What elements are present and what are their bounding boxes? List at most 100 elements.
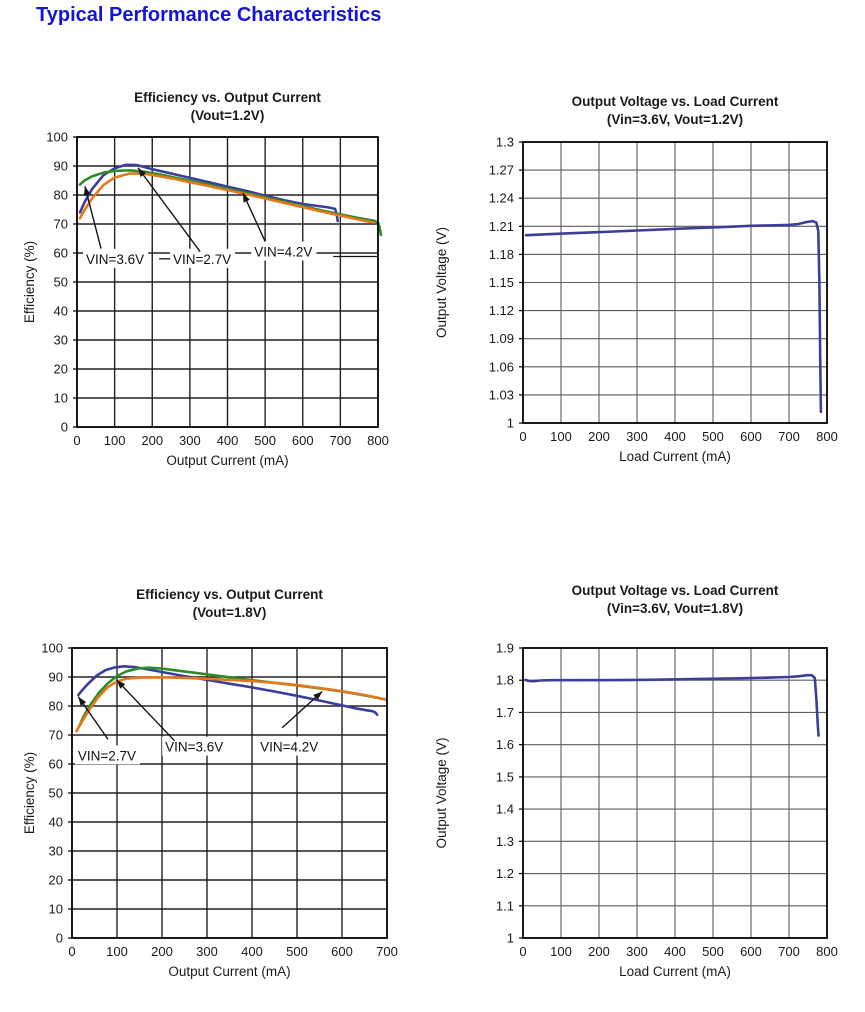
svg-text:20: 20 [54, 362, 68, 377]
svg-text:1.1: 1.1 [496, 898, 514, 913]
svg-text:200: 200 [141, 433, 163, 448]
svg-text:40: 40 [54, 304, 68, 319]
svg-text:1.24: 1.24 [489, 191, 514, 206]
svg-text:600: 600 [740, 429, 762, 444]
svg-text:1.12: 1.12 [489, 303, 514, 318]
svg-text:Efficiency vs. Output Current: Efficiency vs. Output Current [136, 587, 323, 602]
svg-text:1: 1 [507, 931, 514, 946]
svg-text:90: 90 [54, 159, 68, 174]
svg-text:1.4: 1.4 [496, 802, 514, 817]
svg-text:10: 10 [54, 391, 68, 406]
svg-text:Output Voltage vs. Load Curren: Output Voltage vs. Load Current [572, 583, 779, 598]
svg-text:500: 500 [254, 433, 276, 448]
svg-text:0: 0 [68, 944, 75, 959]
svg-text:Load Current (mA): Load Current (mA) [619, 964, 731, 979]
svg-text:1.8: 1.8 [496, 673, 514, 688]
svg-text:0: 0 [73, 433, 80, 448]
svg-text:(Vout=1.2V): (Vout=1.2V) [191, 108, 265, 123]
svg-text:(Vout=1.8V): (Vout=1.8V) [193, 605, 267, 620]
svg-text:1.06: 1.06 [489, 359, 514, 374]
svg-text:500: 500 [702, 429, 724, 444]
svg-text:300: 300 [196, 944, 218, 959]
svg-text:100: 100 [106, 944, 128, 959]
svg-text:500: 500 [702, 944, 724, 959]
svg-text:1.15: 1.15 [489, 275, 514, 290]
svg-text:(Vin=3.6V, Vout=1.8V): (Vin=3.6V, Vout=1.8V) [607, 601, 743, 616]
svg-text:700: 700 [778, 944, 800, 959]
svg-text:500: 500 [286, 944, 308, 959]
svg-text:400: 400 [664, 429, 686, 444]
svg-text:VIN=2.7V: VIN=2.7V [173, 252, 231, 267]
svg-text:Load Current (mA): Load Current (mA) [619, 449, 731, 464]
svg-text:700: 700 [778, 429, 800, 444]
svg-text:70: 70 [54, 217, 68, 232]
svg-text:1.2: 1.2 [496, 866, 514, 881]
svg-text:80: 80 [54, 188, 68, 203]
svg-text:80: 80 [49, 699, 63, 714]
svg-text:0: 0 [61, 420, 68, 435]
chart-output-voltage-vout-1v8: 1.9 1.8 1.7 1.6 1.5 1.4 1.3 1.2 1.1 1 0 100 200 300 40… [430, 580, 865, 1012]
svg-text:700: 700 [376, 944, 398, 959]
svg-text:800: 800 [367, 433, 389, 448]
svg-text:0: 0 [519, 429, 526, 444]
svg-text:300: 300 [626, 429, 648, 444]
svg-text:0: 0 [56, 931, 63, 946]
svg-text:Efficiency (%): Efficiency (%) [22, 241, 37, 323]
svg-text:VIN=4.2V: VIN=4.2V [260, 740, 318, 755]
svg-text:600: 600 [740, 944, 762, 959]
svg-text:600: 600 [292, 433, 314, 448]
chart-efficiency-vout-1v8: VIN=2.7V VIN=3.6V VIN=4.2V 100 90 80 70 60 50 40 3… [0, 580, 430, 1012]
svg-text:1.09: 1.09 [489, 331, 514, 346]
svg-text:30: 30 [49, 844, 63, 859]
svg-text:30: 30 [54, 333, 68, 348]
svg-text:50: 50 [54, 275, 68, 290]
svg-text:Efficiency (%): Efficiency (%) [22, 752, 37, 834]
svg-text:1.6: 1.6 [496, 737, 514, 752]
svg-text:1.18: 1.18 [489, 247, 514, 262]
svg-text:400: 400 [241, 944, 263, 959]
svg-text:100: 100 [46, 130, 68, 145]
svg-text:100: 100 [104, 433, 126, 448]
svg-text:100: 100 [41, 641, 63, 656]
chart-output-voltage-vout-1v2: 1.3 1.27 1.24 1.21 1.18 1.15 1.12 1.09 1.06 1.03 1… [430, 80, 865, 510]
svg-text:0: 0 [519, 944, 526, 959]
chart-efficiency-vout-1v2-svg: VIN=3.6V VIN=2.7V VIN=4.2V1009080706050403… [22, 90, 389, 468]
svg-text:Efficiency vs. Output Current: Efficiency vs. Output Current [134, 90, 321, 105]
svg-text:Output Voltage vs. Load Curren: Output Voltage vs. Load Current [572, 94, 779, 109]
svg-text:1.03: 1.03 [489, 387, 514, 402]
svg-text:600: 600 [331, 944, 353, 959]
svg-text:(Vin=3.6V, Vout=1.2V): (Vin=3.6V, Vout=1.2V) [607, 112, 743, 127]
page-title: Typical Performance Characteristics [36, 4, 382, 26]
svg-text:Output Current (mA): Output Current (mA) [166, 453, 288, 468]
svg-text:Output Voltage (V): Output Voltage (V) [434, 737, 449, 848]
svg-text:1: 1 [507, 416, 514, 431]
svg-text:800: 800 [816, 944, 838, 959]
svg-text:10: 10 [49, 902, 63, 917]
svg-text:90: 90 [49, 670, 63, 685]
svg-text:Output Voltage (V): Output Voltage (V) [434, 227, 449, 338]
svg-text:1.3: 1.3 [496, 834, 514, 849]
svg-text:800: 800 [816, 429, 838, 444]
svg-text:VIN=2.7V: VIN=2.7V [78, 748, 136, 763]
svg-text:400: 400 [217, 433, 239, 448]
svg-text:1.9: 1.9 [496, 641, 514, 656]
chart-output-voltage-vout-1v8-svg: 1.9 1.8 1.7 1.6 1.5 1.4 1.3 1.2 1.1 10 100 200 300 40… [434, 583, 838, 979]
chart-output-voltage-vout-1v2-svg: 1.3 1.27 1.24 1.21 1.18 1.15 1.12 1.09 1.06 1.03 1… [434, 94, 838, 464]
svg-text:300: 300 [626, 944, 648, 959]
svg-text:1.21: 1.21 [489, 219, 514, 234]
svg-text:1.5: 1.5 [496, 769, 514, 784]
svg-text:40: 40 [49, 815, 63, 830]
svg-text:20: 20 [49, 873, 63, 888]
svg-text:1.7: 1.7 [496, 705, 514, 720]
svg-text:70: 70 [49, 728, 63, 743]
svg-text:100: 100 [550, 429, 572, 444]
svg-text:VIN=4.2V: VIN=4.2V [254, 245, 312, 260]
svg-text:400: 400 [664, 944, 686, 959]
svg-text:Output Current (mA): Output Current (mA) [168, 964, 290, 979]
svg-text:200: 200 [588, 944, 610, 959]
svg-text:700: 700 [330, 433, 352, 448]
svg-text:200: 200 [588, 429, 610, 444]
svg-text:60: 60 [54, 246, 68, 261]
svg-text:1.27: 1.27 [489, 163, 514, 178]
